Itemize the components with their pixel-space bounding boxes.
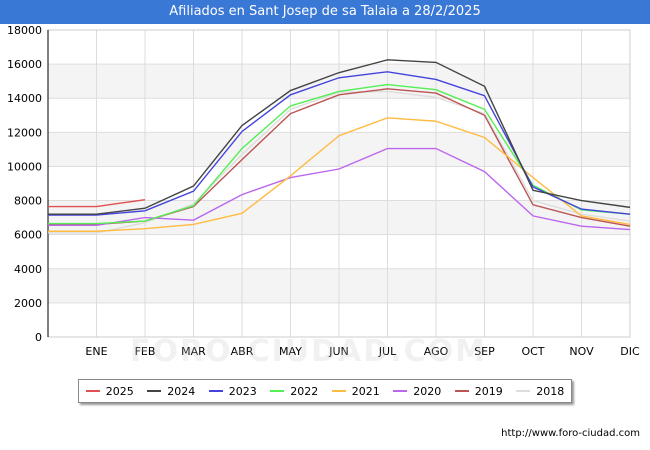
- legend-swatch: [208, 390, 223, 392]
- x-tick-label: AGO: [424, 345, 449, 358]
- legend-item-2019: 2019: [454, 384, 503, 398]
- x-tick-label: ABR: [231, 345, 254, 358]
- legend-swatch: [393, 390, 408, 392]
- x-tick-label: JUL: [378, 345, 397, 358]
- x-tick-label: NOV: [569, 345, 594, 358]
- legend-label: 2020: [413, 384, 442, 398]
- legend-swatch: [270, 390, 285, 392]
- series-line-2025: [48, 199, 146, 208]
- y-tick-labels: 0 2000 4000 6000 8000 10000 12000 14000 16000 180…: [7, 24, 42, 344]
- legend-swatch: [516, 390, 531, 392]
- series-line-2018: [48, 90, 631, 234]
- series-lines: [48, 59, 631, 234]
- legend-swatch: [85, 390, 100, 392]
- legend-swatch: [454, 390, 469, 392]
- y-tick-label: 16000: [7, 58, 42, 71]
- y-tick-label: 2000: [14, 297, 42, 310]
- legend-swatch: [331, 390, 346, 392]
- y-tick-label: 0: [35, 331, 42, 344]
- axes: [47, 29, 631, 338]
- x-tick-label: SEP: [474, 345, 495, 358]
- series-line-2023: [48, 71, 631, 216]
- legend: 2025 2024 2023 2022 2021 2020 2019 2018: [78, 379, 572, 403]
- legend-label: 2021: [351, 384, 380, 398]
- x-tick-labels: ENE FEB MAR ABR MAY JUN JUL AGO SEP OCT NOV DIC: [85, 345, 640, 358]
- legend-item-2025: 2025: [85, 384, 134, 398]
- x-tick-label: JUN: [328, 345, 349, 358]
- chart-title: Afiliados en Sant Josep de sa Talaia a 2…: [0, 0, 650, 24]
- legend-item-2020: 2020: [393, 385, 441, 398]
- legend-label: 2018: [536, 384, 565, 398]
- x-tick-label: MAY: [279, 345, 302, 358]
- x-tick-label: FEB: [135, 345, 156, 358]
- legend-label: 2019: [474, 384, 503, 398]
- legend-swatch: [147, 390, 162, 392]
- series-line-2021: [48, 117, 631, 232]
- watermark: FORO-CIUDAD.COM: [130, 334, 487, 369]
- legend-label: 2025: [105, 384, 134, 398]
- legend-item-2024: 2024: [147, 385, 195, 398]
- y-tick-label: 6000: [14, 229, 42, 242]
- series-line-2024: [48, 59, 631, 215]
- x-tick-label: OCT: [521, 345, 544, 358]
- legend-label: 2022: [290, 384, 319, 398]
- y-tick-label: 4000: [14, 263, 42, 276]
- y-tick-label: 10000: [7, 160, 42, 173]
- legend-item-2022: 2022: [270, 385, 318, 398]
- legend-label: 2024: [167, 384, 196, 398]
- legend-item-2021: 2021: [331, 384, 380, 398]
- x-tick-label: DIC: [620, 345, 640, 358]
- legend-item-2018: 2018: [516, 385, 564, 398]
- source-link[interactable]: http://www.foro-ciudad.com: [501, 428, 640, 439]
- y-tick-label: 14000: [7, 92, 42, 105]
- y-tick-label: 12000: [7, 126, 42, 139]
- y-tick-label: 8000: [14, 195, 42, 208]
- legend-label: 2023: [228, 384, 257, 398]
- legend-item-2023: 2023: [208, 384, 257, 398]
- y-tick-label: 18000: [7, 24, 42, 37]
- series-line-2022: [48, 83, 631, 225]
- series-line-2020: [48, 147, 631, 231]
- x-tick-label: ENE: [85, 345, 107, 358]
- x-tick-label: MAR: [181, 345, 206, 358]
